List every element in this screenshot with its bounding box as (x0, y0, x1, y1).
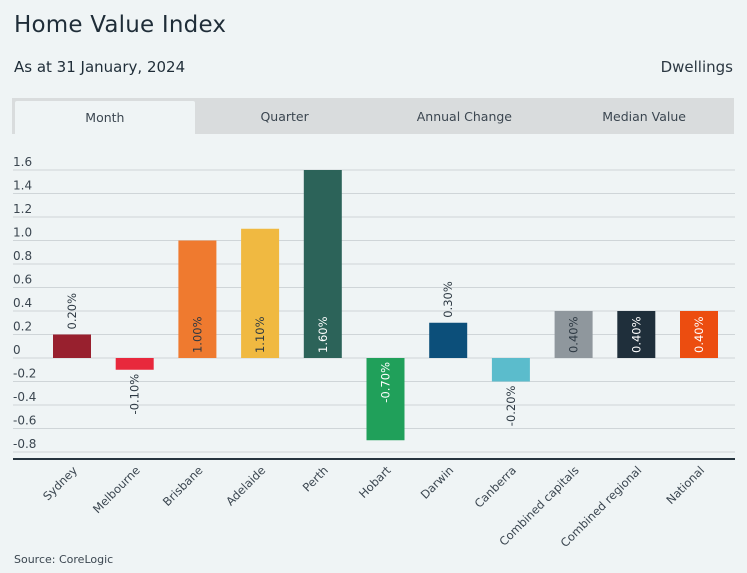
data-label: 0.20% (65, 293, 79, 330)
bar-brisbane (178, 240, 217, 358)
x-tick-label: National (663, 463, 707, 507)
bars (53, 170, 718, 441)
bar-canberra (491, 358, 530, 382)
y-tick-label: 0 (13, 343, 21, 357)
x-tick-label: Canberra (472, 463, 519, 510)
y-tick-label: 0.2 (13, 320, 32, 334)
source-note: Source: CoreLogic (14, 553, 114, 566)
bar-melbourne (115, 358, 154, 370)
data-label: 0.40% (629, 316, 643, 353)
y-tick-label: 0.8 (13, 249, 32, 263)
data-label: -0.70% (379, 362, 393, 403)
tab-median-value[interactable]: Median Value (602, 108, 686, 124)
bar-national (680, 311, 718, 358)
data-label: 1.10% (253, 316, 267, 353)
y-tick-label: -0.2 (13, 367, 36, 381)
bar-combined-regional (617, 311, 656, 358)
bar-perth (303, 170, 342, 358)
y-tick-label: 0.6 (13, 273, 32, 287)
y-axis-ticks: 1.6 1.4 1.2 1.0 0.8 0.6 0.4 0.2 0 -0.2 -0.4 -0.6 -0.… (13, 155, 36, 451)
y-tick-label: 1.6 (13, 155, 32, 169)
bar-combined-capitals (554, 311, 593, 358)
tab-annual-change[interactable]: Annual Change (416, 108, 513, 124)
as-at-date: As at 31 January, 2024 (14, 58, 186, 76)
y-tick-label: 1.0 (13, 226, 32, 240)
x-tick-label: Hobart (356, 463, 394, 501)
gridlines (13, 169, 735, 453)
x-tick-label: Adelaide (223, 463, 268, 508)
data-label: 1.60% (316, 316, 330, 353)
bar-darwin (429, 322, 468, 358)
data-label: 0.40% (567, 316, 581, 353)
bar-adelaide (241, 228, 280, 358)
x-tick-label: Brisbane (160, 463, 206, 509)
y-tick-label: 1.2 (13, 202, 32, 216)
data-label: 0.30% (441, 281, 455, 318)
bar-hobart (366, 358, 405, 441)
period-tabs: Month Quarter Annual Change Median Value (12, 98, 734, 134)
y-tick-label: 1.4 (13, 179, 32, 193)
data-labels: 0.20% -0.10% 1.00% 1.10% 1.60% -0.70% 0.30% -0.… (65, 281, 706, 426)
tab-quarter[interactable]: Quarter (260, 108, 309, 124)
tab-month[interactable]: Month (15, 101, 195, 134)
x-tick-label: Darwin (418, 463, 457, 502)
page-title: Home Value Index (14, 12, 227, 38)
x-axis-ticks: Sydney Melbourne Brisbane Adelaide Perth Hoba… (40, 463, 707, 550)
data-label: 0.40% (692, 316, 706, 353)
bar-chart: 1.6 1.4 1.2 1.0 0.8 0.6 0.4 0.2 0 -0.2 -0.4 -0.6 -0.… (13, 155, 735, 550)
x-tick-label: Perth (300, 463, 331, 494)
data-label: -0.10% (128, 374, 142, 415)
x-tick-label: Sydney (40, 463, 80, 503)
y-tick-label: -0.8 (13, 437, 36, 451)
y-tick-label: -0.4 (13, 390, 36, 404)
data-label: -0.20% (504, 385, 518, 426)
x-tick-label: Melbourne (90, 463, 143, 516)
data-label: 1.00% (190, 316, 204, 353)
y-tick-label: 0.4 (13, 296, 32, 310)
bar-sydney (53, 334, 91, 358)
y-tick-label: -0.6 (13, 414, 36, 428)
dwelling-type-label: Dwellings (660, 58, 733, 76)
